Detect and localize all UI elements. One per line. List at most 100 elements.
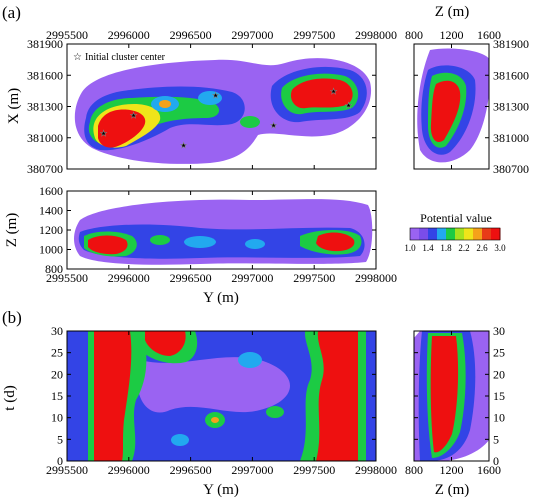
tz-x-tick-label: 800	[405, 463, 423, 477]
legend-swatch	[482, 228, 492, 240]
tz-y-tick-label: 20	[493, 367, 505, 381]
yz-y-tick-label: 1400	[39, 204, 63, 218]
xy-x-tick-label: 2995500	[46, 28, 88, 42]
ty-x-tick-label: 2996000	[108, 463, 150, 477]
xz-x-tick-label: 1600	[477, 28, 501, 42]
legend-tick-label: 1.4	[422, 243, 434, 253]
legend-title: Potential value	[420, 211, 492, 225]
xz-contours	[417, 48, 489, 163]
ty-spot-2	[211, 417, 219, 423]
ty-y-tick-label: 5	[57, 432, 63, 446]
xz-x-ticks: 800 1200 1600	[405, 28, 501, 169]
tz-y-tick-label: 15	[493, 389, 505, 403]
ty-y-tick-label: 30	[51, 324, 63, 338]
yz-spot-2	[150, 235, 170, 245]
ty-ylabel: t (d)	[2, 385, 18, 410]
yz-x-tick-label: 2995500	[46, 271, 88, 285]
yz-x-ticks: 2995500 2996000 2996500 2997000 2997500 29980…	[46, 191, 397, 285]
xz-level-5	[430, 80, 461, 143]
ty-y-tick-label: 15	[51, 389, 63, 403]
ty-y-tick-label: 20	[51, 367, 63, 381]
panel-label-b: (b)	[2, 308, 22, 327]
xy-spot-4	[159, 100, 171, 108]
ty-x-tick-label: 2995500	[46, 463, 88, 477]
yz-y-tick-label: 1600	[39, 184, 63, 198]
svg-text:★: ★	[180, 141, 187, 150]
legend-swatch	[410, 228, 420, 240]
tz-x-ticks: 800 1200 1600	[405, 331, 501, 477]
xy-contours	[74, 58, 372, 164]
tz-xlabel: Z (m)	[435, 482, 470, 498]
xy-x-tick-label: 2996500	[170, 28, 212, 42]
xy-x-ticks: 2995500 2996000 2996500 2997000 2997500 29980…	[46, 28, 397, 169]
panel-a-yz: 2995500 2996000 2996500 2997000 2997500 29980…	[4, 184, 397, 306]
xz-x-tick-label: 1200	[440, 28, 464, 42]
xy-y-tick-label: 381300	[27, 100, 63, 114]
legend-tick-label: 1.0	[404, 243, 416, 253]
legend-swatch	[419, 228, 429, 240]
ty-x-tick-label: 2997500	[293, 463, 335, 477]
xy-y-tick-label: 381600	[27, 68, 63, 82]
xz-y-tick-label: 381900	[493, 37, 529, 51]
tz-level-5	[430, 336, 459, 453]
tz-x-tick-label: 1600	[477, 463, 501, 477]
xy-x-tick-label: 2998000	[355, 28, 397, 42]
ty-level-2	[67, 331, 376, 461]
xy-y-tick-label: 381000	[27, 131, 63, 145]
a-bottom-xlabel: Y (m)	[203, 290, 239, 306]
ty-level-5-right	[316, 331, 358, 461]
legend: Potential value 1.0 1.4 1.8 2.2 2.6 3.0	[404, 211, 506, 253]
yz-level-2	[78, 224, 365, 259]
legend-tick-label: 1.8	[440, 243, 452, 253]
yz-y-tick-label: 800	[45, 262, 63, 276]
ty-level-5-left	[94, 331, 132, 461]
ty-level-5-mid	[145, 331, 186, 356]
xy-stars: ★ ★ ★ ★ ★ ★ ★	[100, 87, 353, 151]
yz-y-ticks: 1600 1400 1200 1000 800	[39, 184, 376, 276]
legend-swatch	[428, 228, 438, 240]
legend-ticks: 1.0 1.4 1.8 2.2 2.6 3.0	[404, 243, 506, 253]
ty-contours	[67, 331, 376, 461]
xz-y-tick-label: 381600	[493, 68, 529, 82]
xy-x-tick-label: 2996000	[108, 28, 150, 42]
xy-x-tick-label: 2997000	[231, 28, 273, 42]
legend-swatch	[491, 228, 501, 240]
panel-label-a: (a)	[2, 3, 21, 22]
yz-level-5b	[316, 232, 355, 252]
tz-x-tick-label: 1200	[440, 463, 464, 477]
ty-spot-5	[171, 434, 189, 446]
xy-y-tick-label: 381900	[27, 37, 63, 51]
legend-border	[409, 227, 501, 241]
yz-spot-3	[245, 239, 265, 249]
svg-text:★: ★	[100, 129, 107, 138]
legend-swatch	[437, 228, 447, 240]
tz-y-tick-label: 5	[493, 432, 499, 446]
yz-x-tick-label: 2997500	[293, 271, 335, 285]
svg-text:★: ★	[345, 101, 352, 110]
xy-level-5b	[290, 78, 353, 109]
panel-b-tz: 800 1200 1600 30 25 20 15 10 5 0 Z (m)	[405, 324, 505, 498]
xy-x-tick-label: 2997500	[293, 28, 335, 42]
panel-b-ty: 2995500 2996000 2996500 2997000 2997500 29980…	[2, 324, 397, 498]
ty-spot-4	[238, 352, 262, 368]
svg-text:★: ★	[212, 91, 219, 100]
yz-spot-1	[184, 236, 216, 248]
xy-annotation-text: Initial cluster center	[85, 52, 166, 63]
yz-y-tick-label: 1200	[39, 223, 63, 237]
xy-spot-1	[240, 116, 260, 128]
tz-y-tick-label: 25	[493, 346, 505, 360]
legend-tick-label: 3.0	[494, 243, 506, 253]
ty-x-tick-label: 2996500	[170, 463, 212, 477]
ty-x-tick-label: 2997000	[231, 463, 273, 477]
legend-tick-label: 2.6	[476, 243, 488, 253]
legend-swatch	[455, 228, 465, 240]
yz-y-tick-label: 1000	[39, 243, 63, 257]
xz-y-tick-label: 381000	[493, 131, 529, 145]
ty-y-tick-label: 0	[57, 454, 63, 468]
xy-level-5	[98, 109, 146, 148]
xy-annotation-star: ☆	[73, 52, 82, 63]
xy-spot-2	[198, 91, 222, 105]
svg-text:★: ★	[130, 111, 137, 120]
legend-colorbar	[409, 227, 501, 241]
tz-contours	[414, 331, 489, 461]
